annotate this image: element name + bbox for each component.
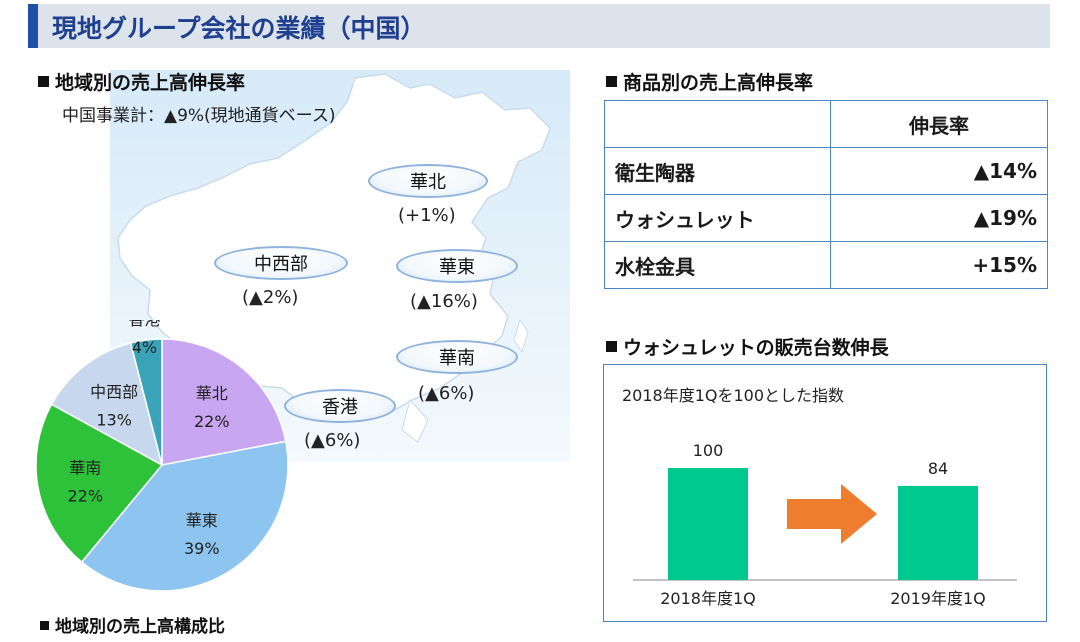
region-value-hongkong: (▲6%) [304, 430, 361, 451]
region-pill-north: 華北 [368, 164, 488, 198]
region-pill-midwest: 中西部 [214, 246, 348, 280]
washlet-bar-chart: 100 2018年度1Q 84 2019年度1Q [633, 441, 1017, 608]
table-header-rate: 伸長率 [830, 100, 1048, 148]
pie-category-label: 華東 [186, 511, 218, 530]
arrow-right-icon [787, 484, 877, 544]
product-rate: ▲14% [830, 147, 1048, 195]
product-name: 水栓金具 [604, 241, 831, 289]
table-row: ウォシュレット ▲19% [604, 194, 1048, 242]
square-bullet-icon [606, 76, 617, 87]
region-pill-south: 華南 [396, 340, 518, 374]
region-pill-hongkong: 香港 [284, 389, 396, 423]
bar-category-label: 2019年度1Q [890, 589, 986, 608]
page-title: 現地グループ会社の業績（中国） [52, 14, 426, 43]
pie-slice [80, 440, 289, 592]
pie-value-label: 22% [194, 412, 230, 431]
pie-category-label: 華南 [69, 459, 101, 478]
square-bullet-icon [606, 341, 617, 352]
region-value-midwest: (▲2%) [242, 287, 299, 308]
region-composition-pie-chart: 華北 22% 華東 39% 華南 22% 中西部 13% 香港 4% [35, 320, 289, 592]
region-growth-heading: 地域別の売上高伸長率 [38, 68, 245, 95]
pie-slice [50, 342, 164, 467]
pie-value-label: 22% [67, 487, 103, 506]
product-growth-heading: 商品別の売上高伸長率 [606, 68, 813, 95]
square-bullet-icon [38, 76, 49, 87]
product-name: ウォシュレット [604, 194, 831, 242]
table-header-empty [604, 100, 831, 148]
bar-value-label: 84 [928, 459, 948, 478]
region-value-north: (+1%) [398, 205, 456, 226]
pie-category-label: 華北 [196, 384, 228, 403]
china-total-subtitle: 中国事業計：▲9%(現地通貨ベース) [62, 106, 336, 126]
product-growth-table: 伸長率 衛生陶器 ▲14% ウォシュレット ▲19% 水栓金具 +15% [604, 100, 1048, 289]
pie-category-label: 中西部 [90, 382, 138, 401]
hainan-island [401, 398, 429, 443]
bar [668, 468, 748, 580]
product-name: 衛生陶器 [604, 147, 831, 195]
washlet-heading: ウォシュレットの販売台数伸長 [606, 333, 889, 360]
composition-heading: 地域別の売上高構成比 [40, 612, 225, 637]
pie-slice [129, 338, 163, 466]
product-rate: ▲19% [830, 194, 1048, 242]
bar-value-label: 100 [693, 441, 724, 460]
taiwan-island [513, 318, 529, 354]
region-value-east: (▲16%) [410, 291, 478, 312]
bar-chart-title: 2018年度1Qを100とした指数 [622, 386, 845, 405]
product-rate: +15% [830, 241, 1048, 289]
title-bar [28, 4, 1050, 48]
pie-value-label: 13% [96, 410, 132, 429]
table-header-row: 伸長率 [604, 100, 1048, 148]
pie-slice [35, 403, 164, 564]
pie-category-label: 香港 [128, 320, 160, 329]
pie-slice [161, 338, 287, 466]
pie-value-label: 4% [132, 338, 157, 357]
table-row: 水栓金具 +15% [604, 241, 1048, 289]
region-pill-east: 華東 [396, 249, 518, 283]
pie-value-label: 39% [184, 539, 220, 558]
bar-category-label: 2018年度1Q [660, 589, 756, 608]
square-bullet-icon [40, 621, 49, 630]
title-accent [28, 4, 38, 48]
table-row: 衛生陶器 ▲14% [604, 147, 1048, 195]
region-value-south: (▲6%) [418, 383, 475, 404]
bar [898, 485, 978, 580]
